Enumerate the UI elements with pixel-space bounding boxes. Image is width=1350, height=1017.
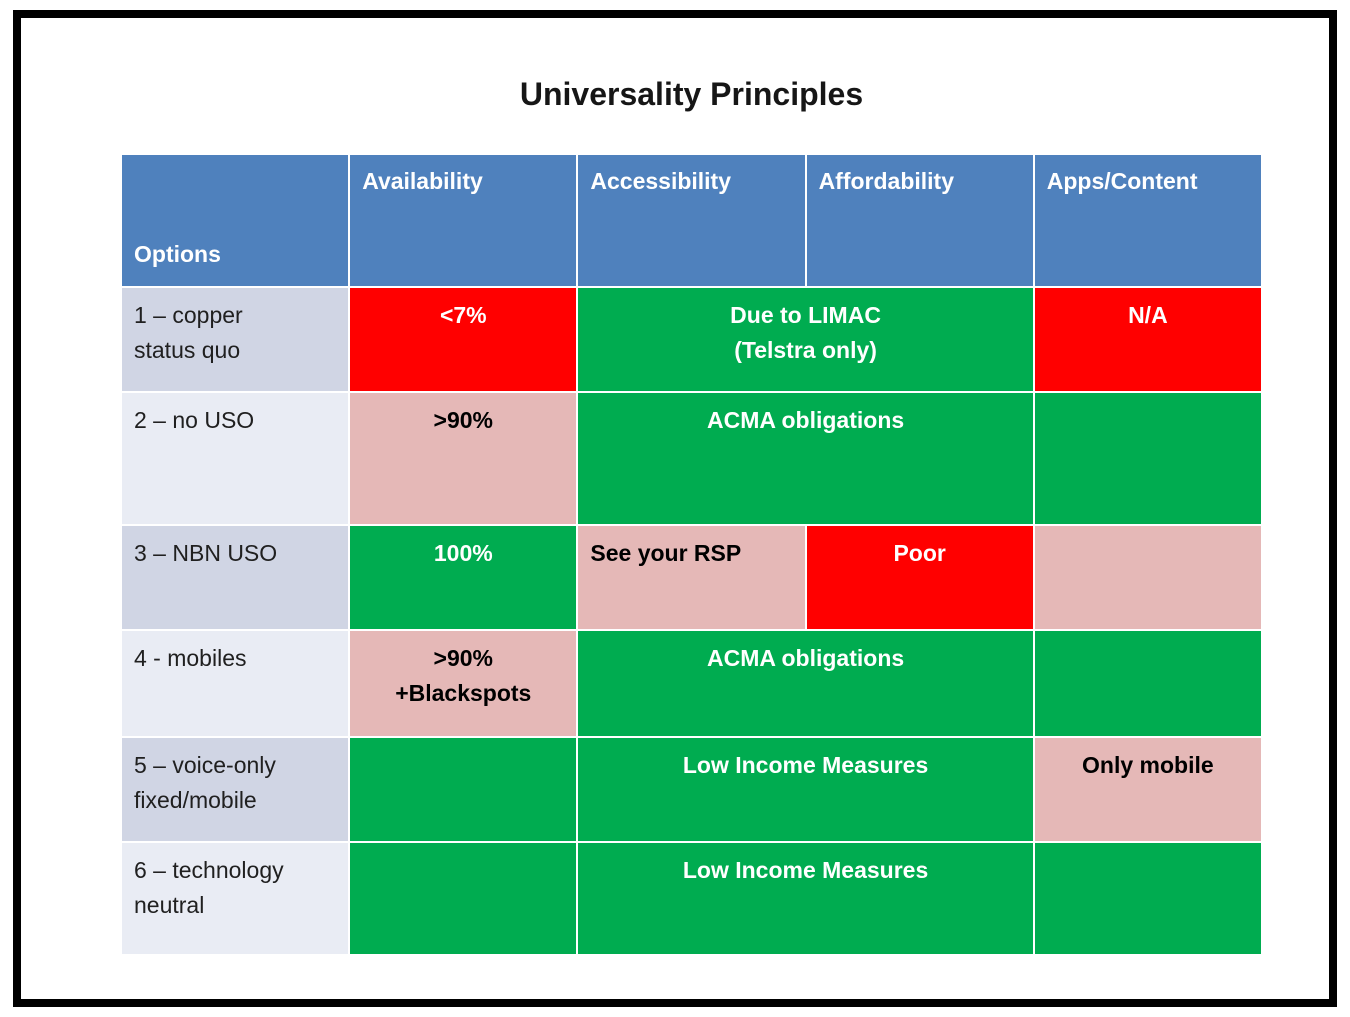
- row-label-6: 6 – technology neutral: [119, 841, 351, 956]
- cell-r3-c1-green: 100%: [348, 524, 579, 631]
- col-header-availability: Availability: [348, 153, 579, 288]
- cell-r2-c1-pink: >90%: [348, 391, 579, 526]
- table-row-5: 5 – voice-only fixed/mobile Low Income Me…: [119, 736, 1264, 843]
- table-row-6: 6 – technology neutral Low Income Measure…: [119, 841, 1264, 956]
- table-row-2: 2 – no USO >90% ACMA obligations: [119, 391, 1264, 526]
- header-row: Options Availability Accessibility Affordab…: [119, 153, 1264, 288]
- cell-r6-c1-green: [348, 841, 579, 956]
- row-label-1: 1 – copper status quo: [119, 286, 351, 393]
- table-body: 1 – copper status quo <7% Due to LIMAC (Te…: [119, 286, 1264, 956]
- col-header-options: Options: [119, 153, 351, 288]
- row-label-2: 2 – no USO: [119, 391, 351, 526]
- col-header-accessibility: Accessibility: [576, 153, 807, 288]
- cell-r3-c4-pink: [1032, 524, 1264, 631]
- col-header-affordability: Affordability: [804, 153, 1035, 288]
- page-title: Universality Principles: [519, 76, 864, 112]
- row-label-5: 5 – voice-only fixed/mobile: [119, 736, 351, 843]
- cell-r4-c2-green: ACMA obligations: [576, 629, 1035, 738]
- cell-r1-c3-red: N/A: [1032, 286, 1264, 393]
- cell-r2-c2-green: ACMA obligations: [576, 391, 1035, 526]
- table-row-3: 3 – NBN USO 100% See your RSP Poor: [119, 524, 1264, 631]
- universality-table: Options Availability Accessibility Affordab…: [119, 153, 1264, 956]
- cell-r1-c1-red: <7%: [348, 286, 579, 393]
- cell-r1-c2-green: Due to LIMAC (Telstra only): [576, 286, 1035, 393]
- cell-r4-c3-green: [1032, 629, 1264, 738]
- cell-r5-c1-green: [348, 736, 579, 843]
- row-label-3: 3 – NBN USO: [119, 524, 351, 631]
- cell-r3-c3-red: Poor: [804, 524, 1035, 631]
- cell-r6-c3-green: [1032, 841, 1264, 956]
- cell-r6-c2-green: Low Income Measures: [576, 841, 1035, 956]
- table-row-1: 1 – copper status quo <7% Due to LIMAC (Te…: [119, 286, 1264, 393]
- cell-r5-c2-green: Low Income Measures: [576, 736, 1035, 843]
- cell-r2-c3-green: [1032, 391, 1264, 526]
- cell-r5-c3-pink: Only mobile: [1032, 736, 1264, 843]
- col-header-apps-content: Apps/Content: [1032, 153, 1264, 288]
- cell-r4-c1-pink: >90% +Blackspots: [348, 629, 579, 738]
- table-row-4: 4 - mobiles >90% +Blackspots ACMA obligati…: [119, 629, 1264, 738]
- cell-r3-c2-pink: See your RSP: [576, 524, 807, 631]
- row-label-4: 4 - mobiles: [119, 629, 351, 738]
- table-header: Options Availability Accessibility Affordab…: [119, 153, 1264, 288]
